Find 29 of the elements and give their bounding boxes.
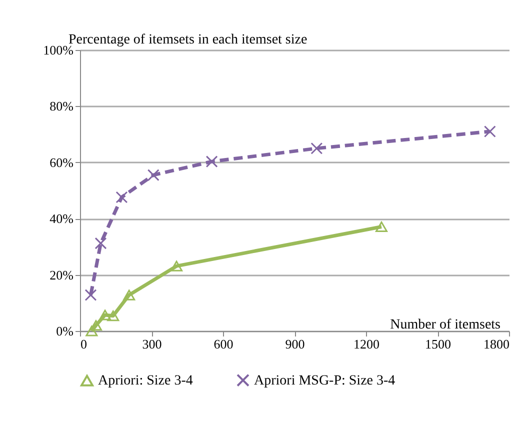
x-axis-title: Number of itemsets (390, 318, 500, 332)
y-tick-label: 60% (50, 154, 74, 170)
point (310, 142, 323, 154)
y-tick-label: 0% (56, 324, 74, 338)
point (94, 237, 107, 250)
legend-label: Apriori: Size 3-4 (98, 374, 193, 389)
point (84, 289, 97, 302)
point (376, 221, 388, 232)
point (206, 156, 218, 168)
x-tick-label: 300 (142, 336, 162, 352)
point (170, 260, 183, 272)
y-tick-label: 20% (50, 267, 74, 282)
x-tick-label: 900 (285, 336, 305, 352)
x-tick-label: 600 (214, 336, 234, 352)
point (147, 169, 160, 182)
point (86, 326, 98, 336)
legend-label: Apriori MSG-P: Size 3-4 (254, 373, 396, 388)
x-tick-label: 0 (80, 336, 87, 352)
point (484, 125, 496, 138)
x-tick-label: 1200 (354, 336, 380, 352)
point (116, 191, 128, 204)
point (123, 290, 136, 300)
point (107, 310, 120, 322)
x-tick-label: 1800 (484, 336, 510, 352)
point (99, 310, 112, 320)
point (90, 320, 102, 331)
x-tick-label: 1500 (425, 336, 451, 352)
y-tick-label: 80% (50, 98, 74, 114)
y-tick-label: 40% (50, 211, 74, 226)
